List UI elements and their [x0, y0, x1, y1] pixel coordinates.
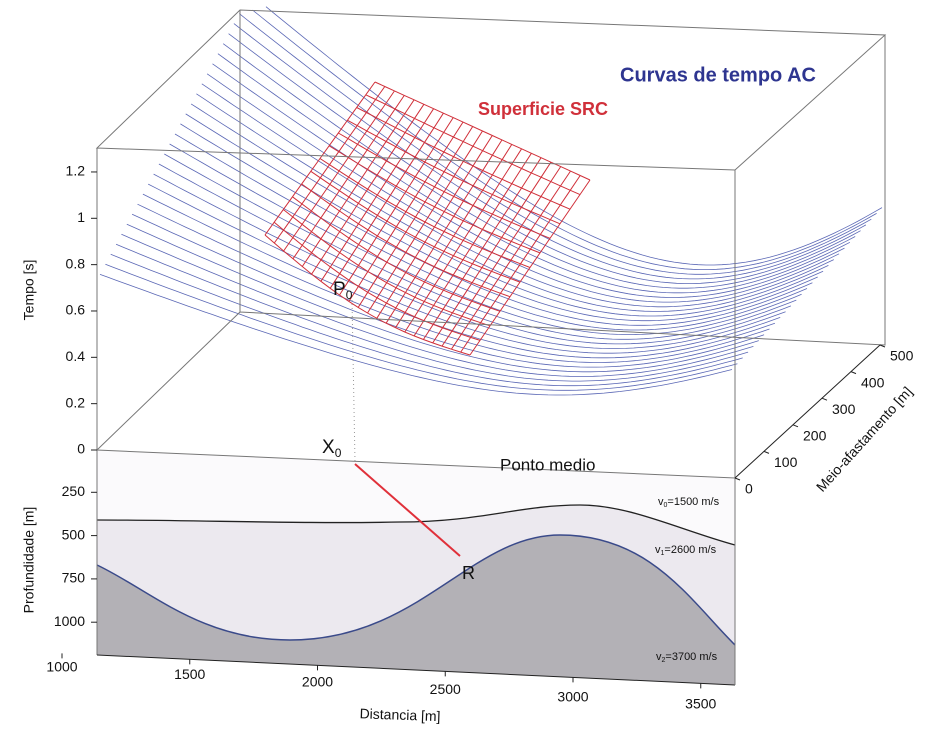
x-tick-label: 1000 [46, 659, 77, 675]
x-tick-label: 1500 [174, 666, 205, 682]
time-axis-label: Tempo [s] [21, 260, 37, 321]
tick [735, 478, 740, 480]
time-curve [186, 114, 818, 321]
x-tick-label: 2000 [302, 674, 333, 690]
velocity-text: =2600 m/s [664, 544, 716, 556]
time-curve [159, 164, 791, 344]
y-tick-label: 0.6 [66, 302, 86, 318]
y-tick-label: 0.4 [66, 348, 86, 364]
y-tick-label: 0.2 [66, 394, 86, 410]
tick [764, 451, 769, 453]
x-tick-label: 3000 [557, 688, 588, 704]
x-tick-label: 3500 [685, 696, 716, 712]
letter: X [322, 437, 335, 458]
offset-tick-label: 500 [890, 348, 914, 364]
time-curve [111, 254, 743, 385]
velocity-0: v0=1500 m/s [658, 496, 720, 509]
time-curve [218, 54, 850, 293]
offset-axis-line [735, 345, 880, 478]
x-tick-label: 2500 [430, 681, 461, 697]
velocity-2: v2=3700 m/s [656, 651, 718, 664]
depth-axis-label: Profundidade [m] [21, 507, 37, 614]
offset-axis-label: Meio-afastamento [m] [813, 383, 915, 494]
y-tick-label: 0 [77, 441, 85, 457]
time-curve [121, 234, 753, 376]
time-curve [116, 244, 748, 381]
velocity-1: v1=2600 m/s [655, 544, 717, 557]
subscript: 0 [346, 288, 353, 302]
offset-tick-label: 400 [861, 374, 885, 390]
time-curve [253, 10, 877, 270]
time-curve [266, 7, 882, 265]
y-tick-label: 250 [62, 483, 86, 499]
y-tick-label: 1.2 [66, 163, 86, 179]
offset-tick-label: 0 [745, 481, 753, 497]
y-tick-label: 500 [62, 526, 86, 542]
time-curve [175, 134, 807, 330]
tick [822, 398, 827, 400]
curves-label: Curvas de tempo AC [620, 64, 816, 86]
surface-line [311, 171, 520, 282]
y-tick-label: 1000 [54, 613, 85, 629]
offset-tick-label: 100 [774, 454, 798, 470]
subscript: 0 [335, 446, 342, 460]
velocity-text: =3700 m/s [665, 651, 717, 663]
offset-tick-label: 200 [803, 428, 827, 444]
y-tick-label: 0.8 [66, 255, 86, 271]
time-curve [234, 24, 866, 279]
tick [793, 425, 798, 427]
velocity-text: =1500 m/s [667, 496, 719, 508]
tick [851, 372, 856, 374]
surface-line [375, 82, 590, 180]
y-tick-label: 750 [62, 570, 86, 586]
offset-tick-label: 300 [832, 401, 856, 417]
x0-label: X0 [322, 437, 342, 460]
y-tick-label: 1 [77, 209, 85, 225]
letter: P [333, 279, 346, 300]
projection [352, 300, 355, 462]
distance-axis-label: Distancia [m] [359, 705, 440, 724]
r-label: R [462, 563, 475, 583]
midpoint-label: Ponto medio [500, 455, 595, 474]
surface-label: Superficie SRC [478, 99, 608, 119]
figure: Curvas de tempo AC Superficie SRC Ponto … [0, 0, 943, 731]
